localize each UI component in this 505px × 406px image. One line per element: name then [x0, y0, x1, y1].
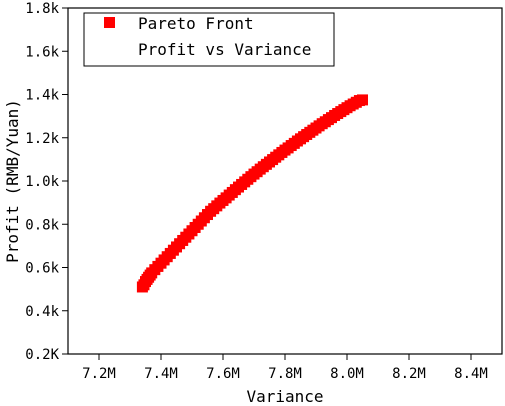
- y-axis-title: Profit (RMB/Yuan): [3, 99, 22, 263]
- data-point: [357, 94, 368, 106]
- y-tick-label: 1.8k: [25, 1, 59, 17]
- x-tick-label: 7.4M: [144, 366, 178, 382]
- x-tick-label: 8.4M: [454, 366, 488, 382]
- x-tick-label: 7.6M: [206, 366, 240, 382]
- x-tick-label: 7.2M: [82, 366, 116, 382]
- y-tick-label: 0.8k: [25, 217, 59, 233]
- x-tick-label: 7.8M: [268, 366, 302, 382]
- y-tick-label: 1.6k: [25, 44, 59, 60]
- legend-series-label: Pareto Front: [138, 14, 254, 33]
- y-tick-label: 1.4k: [25, 88, 59, 104]
- legend-title: Profit vs Variance: [138, 40, 311, 59]
- y-tick-label: 0.6k: [25, 261, 59, 277]
- legend: Pareto Front Profit vs Variance: [83, 12, 335, 67]
- x-axis: 7.2M 7.4M 7.6M 7.8M 8.0M 8.2M 8.4M: [82, 354, 488, 382]
- x-tick-label: 8.0M: [330, 366, 364, 382]
- y-tick-label: 1.2k: [25, 131, 59, 147]
- legend-box: [83, 12, 335, 67]
- y-tick-label: 0.2K: [25, 347, 59, 363]
- y-axis: 0.2K 0.4k 0.6k 0.8k 1.0k 1.2k 1.4k 1.6k 1.8k: [25, 1, 68, 363]
- x-tick-label: 8.2M: [392, 366, 426, 382]
- series-pareto-front: [136, 94, 368, 293]
- y-tick-label: 1.0k: [25, 174, 59, 190]
- y-tick-label: 0.4k: [25, 304, 59, 320]
- x-axis-title: Variance: [246, 387, 323, 406]
- legend-marker: [104, 17, 115, 28]
